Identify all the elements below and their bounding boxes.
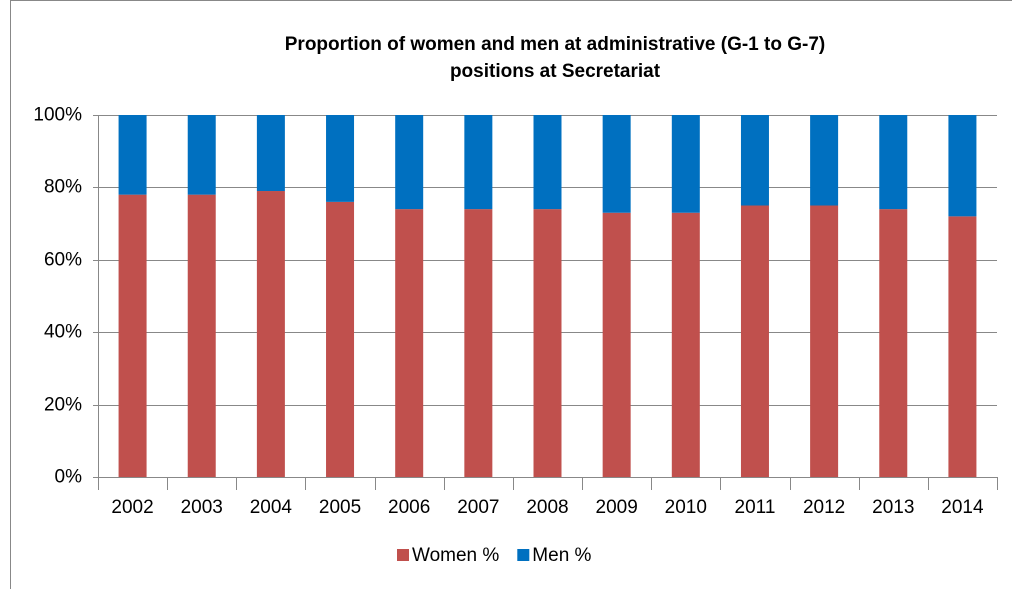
y-tick-label: 0% <box>55 467 83 488</box>
bar-segment <box>118 194 147 477</box>
bar-segment <box>602 115 631 213</box>
legend-swatch <box>397 549 409 561</box>
legend-swatch <box>517 549 530 561</box>
bar-segment <box>879 115 908 210</box>
x-tick-label: 2013 <box>872 497 914 518</box>
bar-segment <box>187 115 216 195</box>
x-tick-label: 2003 <box>181 497 223 518</box>
bar-segment <box>810 205 839 477</box>
bar-segment <box>256 115 285 192</box>
x-tick-label: 2010 <box>665 497 707 518</box>
bar-segment <box>671 212 700 478</box>
bar-segment <box>740 115 769 206</box>
bar-segment <box>464 209 493 477</box>
bar-segment <box>464 115 493 210</box>
y-tick-label: 60% <box>44 250 82 271</box>
chart-title: positions at Secretariat <box>450 61 661 82</box>
bar-segment <box>671 115 700 213</box>
x-tick-label: 2007 <box>457 497 499 518</box>
bar-segment <box>326 115 355 202</box>
bar-segment <box>948 216 977 478</box>
bar-segment <box>740 205 769 477</box>
bar-segment <box>326 201 355 477</box>
bar-segment <box>602 212 631 478</box>
x-tick-label: 2006 <box>388 497 430 518</box>
y-tick-label: 80% <box>44 177 82 198</box>
x-tick-label: 2014 <box>941 497 984 518</box>
bar-segment <box>395 115 424 210</box>
bar-segment <box>810 115 839 206</box>
bar-segment <box>879 209 908 477</box>
bar-segment <box>256 191 285 477</box>
legend-label: Women % <box>412 545 499 566</box>
bar-segment <box>187 194 216 477</box>
y-tick-label: 20% <box>44 395 82 416</box>
x-tick-label: 2004 <box>250 497 293 518</box>
x-tick-label: 2005 <box>319 497 361 518</box>
x-tick-label: 2011 <box>735 497 776 518</box>
chart-title: Proportion of women and men at administr… <box>285 34 826 55</box>
bar-segment <box>395 209 424 477</box>
x-tick-label: 2002 <box>111 497 153 518</box>
bar-segment <box>948 115 977 217</box>
y-tick-label: 40% <box>44 322 82 343</box>
x-tick-label: 2012 <box>803 497 845 518</box>
legend-label: Men % <box>532 545 591 566</box>
bar-segment <box>118 115 147 195</box>
y-tick-label: 100% <box>33 105 82 126</box>
bar-segment <box>533 115 562 210</box>
chart-frame <box>10 0 1012 589</box>
x-tick-label: 2008 <box>526 497 568 518</box>
x-tick-label: 2009 <box>596 497 638 518</box>
bar-segment <box>533 209 562 477</box>
